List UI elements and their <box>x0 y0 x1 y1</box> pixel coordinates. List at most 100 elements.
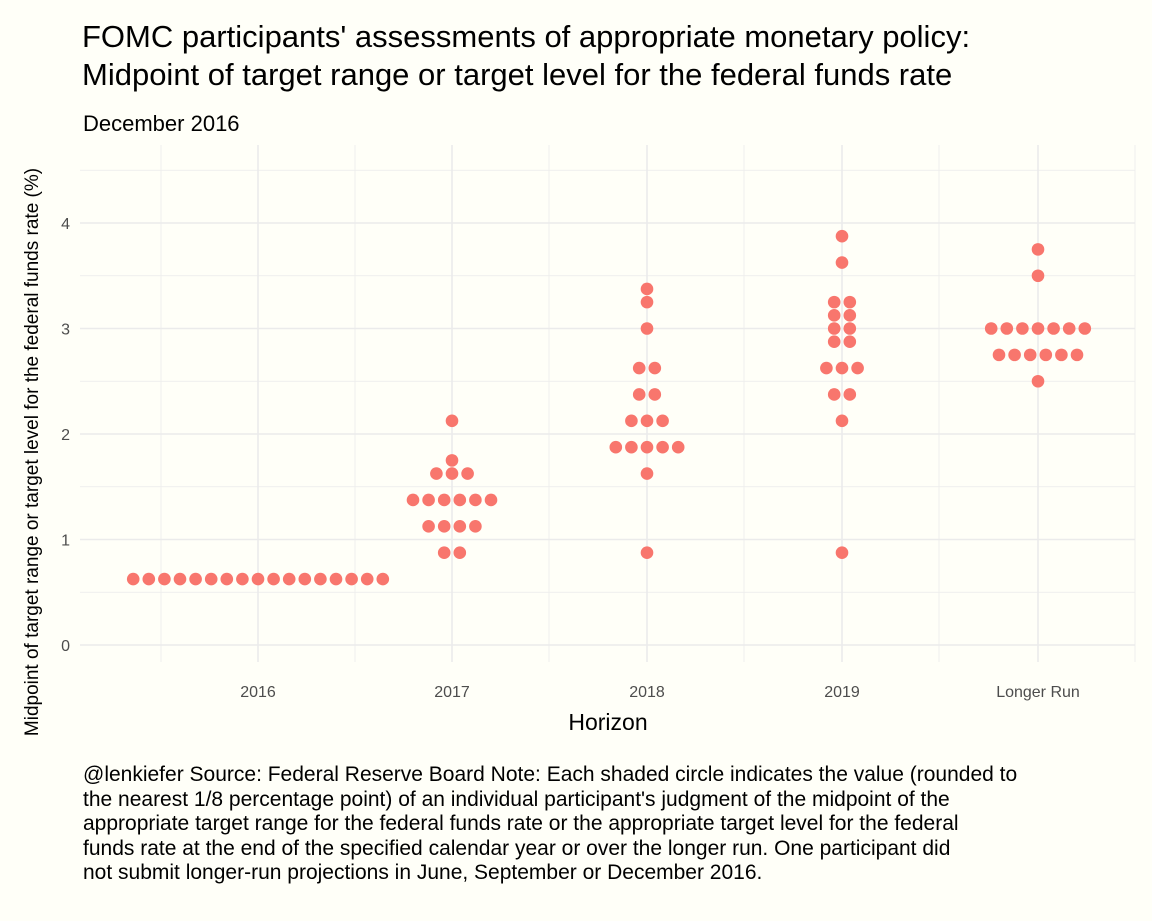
data-point <box>422 520 435 533</box>
data-point <box>827 295 841 309</box>
data-point <box>640 322 654 335</box>
data-point <box>984 322 998 335</box>
y-tick-label: 1 <box>61 533 70 550</box>
x-tick-label: 2018 <box>629 684 665 701</box>
data-point <box>329 572 343 586</box>
data-point <box>469 520 482 533</box>
data-point <box>236 572 249 586</box>
chart-title-line-2: Midpoint of target range or target level… <box>82 57 953 92</box>
x-axis-label: Horizon <box>568 709 648 735</box>
data-point <box>1031 374 1045 388</box>
chart-title: FOMC participants' assessments of approp… <box>82 18 970 94</box>
data-point <box>640 546 654 559</box>
data-point <box>267 572 280 586</box>
data-point <box>204 572 218 586</box>
data-point <box>835 256 849 269</box>
data-point <box>1031 243 1045 256</box>
data-point <box>640 467 654 480</box>
data-point <box>422 493 435 507</box>
data-point <box>640 282 654 296</box>
data-point <box>360 572 374 586</box>
data-point <box>461 467 474 480</box>
data-point <box>671 440 685 454</box>
chart-subtitle: December 2016 <box>83 111 240 136</box>
data-point <box>484 493 498 507</box>
data-point <box>453 546 467 559</box>
data-points <box>126 229 1092 586</box>
data-point <box>1047 322 1060 335</box>
data-point <box>1039 348 1053 362</box>
data-point <box>1078 322 1092 335</box>
x-tick-label: 2019 <box>824 684 860 701</box>
data-point <box>1062 322 1076 335</box>
data-point <box>445 467 459 480</box>
y-tick-label: 4 <box>61 216 70 233</box>
chart-caption: @lenkiefer Source: Federal Reserve Board… <box>83 763 1152 886</box>
data-point <box>648 388 662 401</box>
data-point <box>609 440 623 454</box>
caption-line-1: @lenkiefer Source: Federal Reserve Board… <box>83 763 1018 786</box>
axis-ticks: 0 1 2 3 4 2016 2017 2018 2019 Longer Run <box>61 216 1080 701</box>
caption-line-3: appropriate target range for the federal… <box>83 812 959 835</box>
data-point <box>298 572 312 586</box>
data-point <box>632 388 646 401</box>
data-point <box>820 361 833 375</box>
data-point <box>640 440 654 454</box>
data-point <box>445 414 459 428</box>
data-point <box>282 572 296 586</box>
data-point <box>469 493 482 507</box>
data-point <box>827 335 841 348</box>
y-tick-label: 3 <box>61 322 70 339</box>
grid-lines <box>80 145 1136 662</box>
data-point <box>142 572 156 586</box>
data-point <box>189 572 202 586</box>
data-point <box>1023 348 1037 362</box>
data-point <box>445 454 459 467</box>
data-point <box>843 295 857 309</box>
data-point <box>1055 348 1068 362</box>
data-point <box>625 440 638 454</box>
data-point <box>376 572 390 586</box>
data-point <box>835 546 849 559</box>
data-point <box>437 493 451 507</box>
data-point <box>648 361 662 375</box>
data-point <box>656 440 669 454</box>
data-point <box>1000 322 1014 335</box>
data-point <box>437 546 451 559</box>
data-point <box>827 388 841 401</box>
data-point <box>126 572 140 586</box>
data-point <box>1031 269 1045 283</box>
data-point <box>173 572 187 586</box>
data-point <box>1008 348 1021 362</box>
data-point <box>1016 322 1029 335</box>
data-point <box>406 493 420 507</box>
data-point <box>158 572 171 586</box>
data-point <box>835 229 849 243</box>
data-point <box>827 322 841 335</box>
data-point <box>843 335 857 348</box>
caption-line-2: the nearest 1/8 percentage point) of an … <box>83 787 950 811</box>
data-point <box>453 493 467 507</box>
y-tick-label: 0 <box>61 638 70 655</box>
caption-line-4: funds rate at the end of the specified c… <box>83 836 951 860</box>
data-point <box>632 361 646 375</box>
data-point <box>656 414 669 428</box>
data-point <box>345 572 358 586</box>
data-point <box>314 572 327 586</box>
data-point <box>625 414 638 428</box>
data-point <box>1031 322 1045 335</box>
data-point <box>835 361 849 375</box>
data-point <box>1070 348 1084 362</box>
data-point <box>453 520 467 533</box>
data-point <box>843 322 857 335</box>
data-point <box>835 414 849 428</box>
data-point <box>251 572 265 586</box>
x-tick-label: 2016 <box>240 684 276 701</box>
chart-title-line-1: FOMC participants' assessments of approp… <box>82 19 971 54</box>
data-point <box>430 467 443 480</box>
caption-line-5: not submit longer-run projections in Jun… <box>83 861 763 884</box>
data-point <box>843 388 857 401</box>
data-point <box>220 572 234 586</box>
data-point <box>843 309 857 322</box>
